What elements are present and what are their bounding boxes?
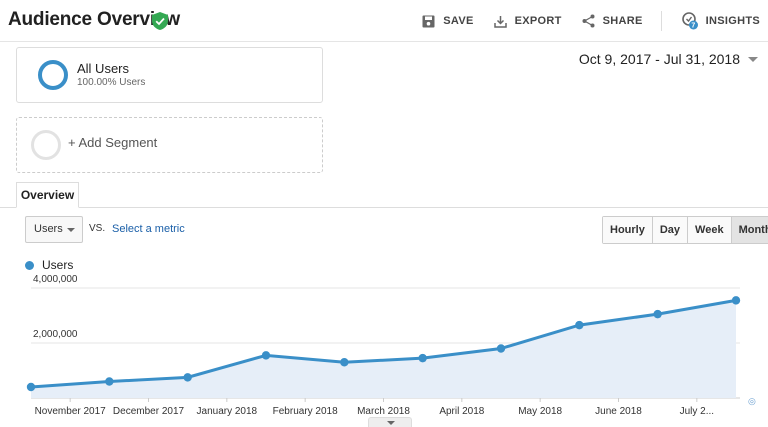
users-data-point: [653, 309, 662, 319]
save-button[interactable]: SAVE: [422, 15, 473, 28]
chevron-down-icon: [67, 228, 75, 232]
add-segment-ring-icon: [31, 130, 61, 160]
users-data-point: [261, 351, 271, 360]
metric-dropdown[interactable]: Users: [25, 216, 83, 243]
x-tick-label: November 2017: [35, 406, 107, 417]
date-range-picker[interactable]: Oct 9, 2017 - Jul 31, 2018: [579, 51, 758, 67]
chevron-down-icon: [387, 421, 395, 425]
x-tick-label: June 2018: [595, 406, 642, 417]
granularity-toggle: Hourly Day Week Month: [602, 216, 768, 244]
users-line: [30, 298, 737, 389]
y-tick-label: 2,000,000: [33, 329, 78, 340]
users-data-point: [340, 358, 349, 367]
segment-percent: 100.00% Users: [77, 77, 146, 88]
annotation-icon[interactable]: ◎: [748, 396, 756, 406]
export-icon: [493, 15, 507, 28]
save-label: SAVE: [443, 15, 474, 27]
legend-dot: [25, 260, 34, 270]
users-data-point: [575, 320, 584, 330]
date-range-label: Oct 9, 2017 - Jul 31, 2018: [578, 51, 740, 67]
share-button[interactable]: SHARE: [582, 14, 643, 28]
users-data-point: [731, 296, 741, 305]
tab-overview[interactable]: Overview: [16, 182, 79, 208]
x-tick-label: March 2018: [357, 406, 410, 417]
granularity-hourly-button[interactable]: Hourly: [603, 217, 652, 243]
x-tick-label: January 2018: [197, 406, 258, 417]
insights-icon: 7: [681, 12, 698, 30]
page-title: Audience Overview: [8, 9, 180, 30]
segment-ring-icon: [38, 60, 68, 90]
granularity-week-button[interactable]: Week: [687, 217, 731, 243]
granularity-day-button[interactable]: Day: [651, 217, 688, 243]
page-header: Audience Overview SAVE EXPORT: [0, 0, 768, 42]
users-chart: 4,000,000 2,000,000 November 2017 December …: [26, 274, 741, 417]
metric-selected-label: Users: [34, 223, 63, 235]
select-metric-link[interactable]: Select a metric: [112, 223, 185, 235]
y-tick-label: 4,000,000: [33, 274, 78, 285]
legend-label: Users: [42, 258, 74, 272]
header-actions: SAVE EXPORT SHARE 7: [402, 0, 760, 42]
x-tick-label: April 2018: [439, 406, 484, 417]
users-data-point: [105, 377, 114, 386]
tab-divider: [0, 207, 768, 208]
verified-shield-icon: [152, 12, 168, 30]
users-data-point: [183, 373, 192, 382]
x-tick-label: May 2018: [518, 406, 562, 417]
save-icon: [422, 15, 435, 27]
vs-label: VS.: [89, 223, 106, 234]
users-data-point: [418, 353, 427, 363]
x-tick-label: December 2017: [113, 406, 185, 417]
add-segment-label: + Add Segment: [68, 135, 158, 150]
segment-all-users[interactable]: All Users 100.00% Users: [16, 47, 323, 103]
share-icon: [582, 14, 595, 28]
chart-legend: Users: [25, 258, 73, 272]
insights-label: INSIGHTS: [705, 15, 760, 27]
x-tick-label: February 2018: [273, 406, 338, 417]
chart-expand-handle[interactable]: [368, 417, 412, 427]
action-divider: [660, 11, 662, 31]
insights-badge: 7: [691, 23, 695, 30]
users-area: [31, 300, 736, 398]
x-tick-label: July 2...: [680, 406, 714, 417]
insights-button[interactable]: 7 INSIGHTS: [681, 12, 760, 30]
granularity-month-button[interactable]: Month: [730, 217, 768, 243]
export-label: EXPORT: [514, 15, 562, 27]
users-data-point: [496, 344, 506, 353]
add-segment-button[interactable]: + Add Segment: [16, 117, 323, 173]
share-label: SHARE: [602, 15, 643, 27]
chevron-down-icon: [748, 56, 758, 62]
export-button[interactable]: EXPORT: [493, 15, 562, 28]
segment-name: All Users: [77, 61, 130, 76]
users-data-point: [26, 382, 36, 392]
